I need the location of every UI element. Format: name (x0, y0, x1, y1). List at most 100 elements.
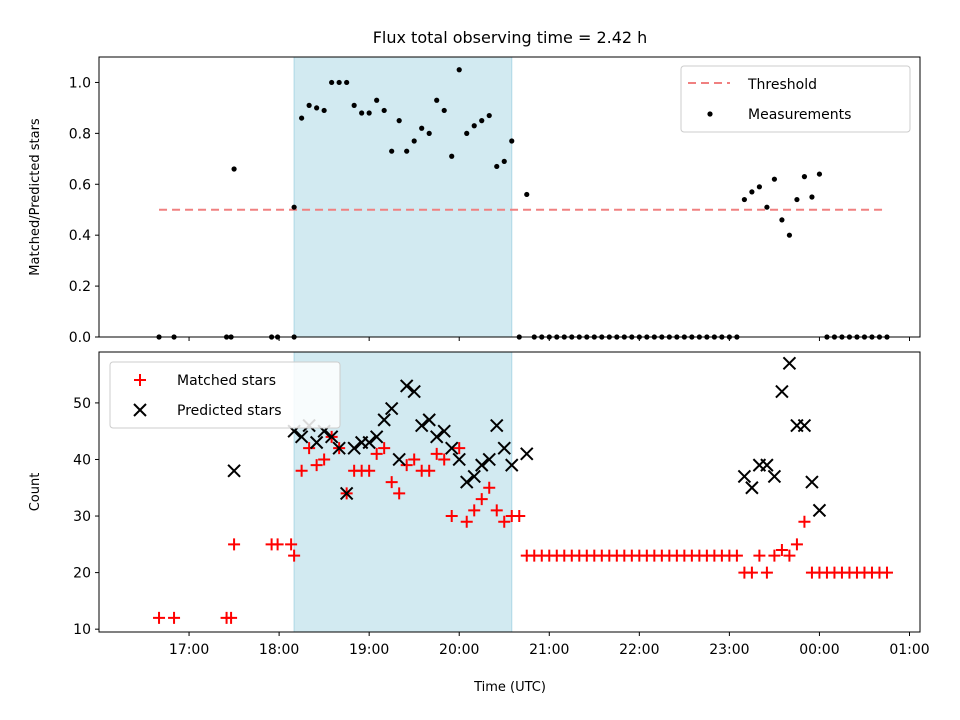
top-y-tick-label: 0.6 (69, 177, 91, 193)
matched-stars-point (498, 515, 511, 528)
bottom-legend: Matched stars Predicted stars (109, 361, 341, 429)
predicted-stars-point (460, 475, 474, 489)
predicted-stars-point (782, 356, 797, 371)
matched-stars-point (370, 447, 383, 460)
measurement-point (786, 232, 793, 238)
matched-stars-point (460, 515, 473, 528)
predicted-stars-point (737, 469, 752, 484)
bottom-legend-box (109, 361, 341, 429)
measurement-point (501, 158, 507, 164)
matched-stars-point (490, 504, 503, 517)
measurement-point (771, 176, 778, 182)
predicted-stars-point (422, 413, 436, 427)
matched-stars-point (400, 459, 413, 472)
top-axes-frame (98, 56, 921, 338)
predicted-stars-point (407, 384, 421, 399)
measurement-point (809, 194, 815, 200)
predicted-stars-point (805, 475, 819, 489)
predicted-stars-point (767, 469, 782, 484)
x-tick-label: 20:00 (439, 642, 479, 658)
x-tick-label: 22:00 (619, 642, 659, 658)
matched-stars-point (363, 464, 376, 477)
predicted-stars-point (745, 481, 759, 495)
measurement-point (741, 196, 747, 203)
matched-stars-point (760, 566, 773, 579)
measurement-point (486, 112, 492, 119)
matched-stars-point (310, 459, 323, 472)
matched-stars-point (753, 549, 766, 562)
predicted-stars-point (309, 435, 324, 450)
measurement-point (494, 163, 500, 170)
measurement-point (359, 110, 365, 116)
matched-stars-point (285, 538, 298, 551)
x-tick-label: 21:00 (529, 642, 569, 658)
predicted-stars-point (452, 452, 466, 467)
matched-stars-point (408, 453, 421, 466)
bottom-y-tick-label: 50 (73, 396, 91, 412)
measurement-point (374, 97, 380, 103)
predicted-stars-point (347, 441, 361, 455)
bottom-y-tick-label: 30 (73, 509, 91, 525)
predicted-stars-point (505, 458, 519, 472)
matched-stars-point (225, 611, 238, 624)
measurement-point (231, 166, 237, 172)
measurement-point (344, 79, 350, 86)
legend-matched-label: Matched stars (177, 373, 276, 389)
predicted-stars-point (520, 447, 534, 461)
measurement-point (456, 67, 462, 73)
matched-stars-point (730, 549, 743, 562)
matched-stars-point (430, 447, 443, 460)
matched-stars-point (468, 504, 481, 517)
predicted-stars-point (467, 469, 481, 484)
bottom-y-tick-label: 10 (73, 622, 91, 638)
matched-stars-point (798, 515, 811, 528)
measurement-point (426, 130, 432, 136)
measurement-point (816, 171, 823, 177)
measurement-point (471, 123, 477, 129)
matched-stars-point (775, 543, 788, 556)
matched-stars-point (783, 549, 796, 562)
top-legend-box (680, 65, 911, 133)
top-y-tick-label: 0.0 (69, 330, 91, 346)
measurement-point (801, 174, 808, 180)
measurement-point (449, 153, 455, 159)
predicted-stars-point (399, 379, 414, 393)
matched-stars-point (318, 453, 331, 466)
predicted-stars-point (812, 503, 827, 518)
predicted-stars-point (369, 430, 384, 444)
measurement-point (389, 148, 395, 154)
legend-measurements-label: Measurements (748, 107, 851, 123)
measurement-point (404, 148, 410, 154)
predicted-stars-point (362, 435, 376, 450)
matched-stars-point (483, 481, 496, 494)
legend-measurements-swatch (707, 111, 713, 117)
measurement-point (299, 115, 305, 121)
predicted-stars-point (339, 486, 354, 501)
measurement-point (524, 191, 530, 198)
top-y-tick-label: 0.8 (69, 126, 91, 142)
measurement-point (396, 118, 402, 124)
bottom-y-axis-label: Count (28, 473, 43, 512)
measurement-point (509, 138, 515, 144)
matched-stars-point (475, 493, 488, 506)
predicted-stars-point (490, 418, 504, 433)
predicted-stars-point (797, 418, 812, 433)
measurement-point (381, 107, 387, 114)
x-tick-label: 19:00 (349, 642, 389, 658)
matched-stars-point (303, 442, 316, 455)
legend-predicted-swatch (133, 403, 147, 417)
predicted-stars-point (227, 464, 241, 478)
predicted-stars-point (384, 401, 399, 416)
top-y-tick-label: 1.0 (69, 75, 91, 91)
predicted-stars-point (377, 413, 391, 427)
legend-matched-swatch (134, 374, 146, 386)
predicted-stars-point (497, 441, 511, 455)
bottom-y-tick-label: 40 (73, 452, 91, 468)
measurement-point (764, 204, 770, 210)
top-y-tick-label: 0.4 (69, 228, 91, 244)
matched-stars-point (385, 476, 398, 489)
predicted-stars-point (392, 452, 406, 467)
measurement-point (321, 107, 327, 114)
measurement-point (479, 118, 485, 124)
